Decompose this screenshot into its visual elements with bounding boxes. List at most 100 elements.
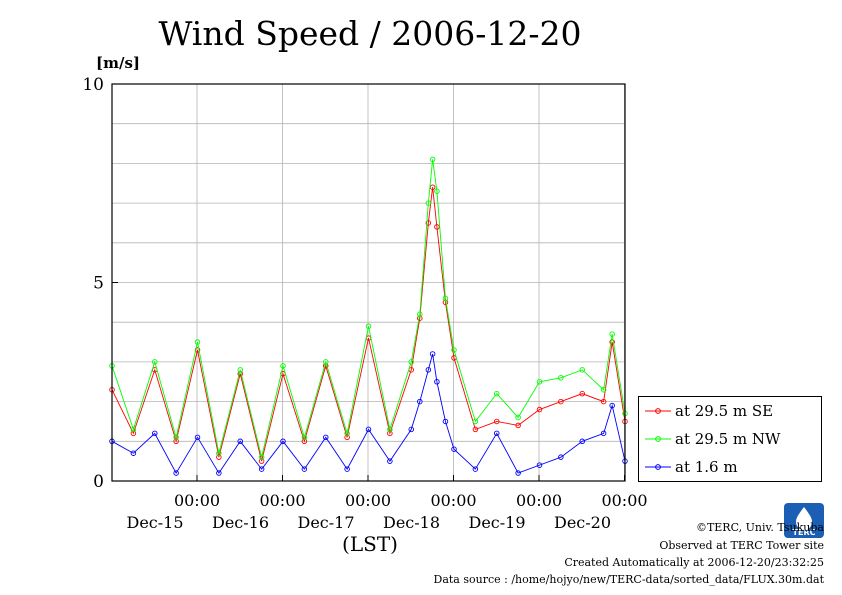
- x-tick-time-label: 00:00: [345, 491, 391, 510]
- data-point: [216, 454, 222, 460]
- data-point: [417, 311, 423, 318]
- data-point: [472, 466, 479, 472]
- data-point: [258, 454, 265, 460]
- data-point: [194, 339, 201, 345]
- data-point: [442, 295, 449, 302]
- data-point: [301, 438, 308, 445]
- x-tick-time-label: 00:00: [516, 491, 562, 510]
- data-point: [344, 466, 350, 472]
- data-point: [609, 339, 615, 345]
- data-point: [323, 434, 329, 441]
- legend-item-nw: at 29.5 m NW: [645, 429, 780, 449]
- x-tick-date-label: Dec-20: [554, 513, 611, 532]
- data-point: [130, 430, 137, 437]
- data-point: [429, 156, 436, 163]
- data-point: [600, 430, 607, 437]
- x-tick-date-label: Dec-15: [126, 513, 183, 532]
- data-point: [130, 426, 137, 433]
- data-point: [173, 470, 179, 476]
- data-point: [536, 379, 543, 385]
- data-point: [216, 450, 222, 456]
- x-tick-date-label: Dec-19: [468, 513, 525, 532]
- y-tick-label: 5: [93, 274, 104, 294]
- data-point: [536, 462, 543, 468]
- data-point: [472, 426, 479, 433]
- data-point: [151, 359, 158, 365]
- series-line: [111, 159, 626, 458]
- data-point: [494, 418, 500, 425]
- x-tick-time-label: 00:00: [601, 491, 647, 510]
- y-tick-label: 10: [82, 75, 104, 95]
- data-point: [451, 347, 457, 353]
- data-point: [301, 434, 308, 441]
- observed-text: Observed at TERC Tower site: [659, 539, 824, 552]
- x-tick-date-label: Dec-18: [383, 513, 440, 532]
- data-point: [408, 426, 415, 433]
- data-point: [237, 367, 243, 373]
- legend-item-se: at 29.5 m SE: [645, 401, 773, 421]
- axes: 0 5 10 00:00 Dec-15 00:00 Dec-16 00:00 Dec-17 00:…: [82, 75, 647, 532]
- legend-label-low: at 1.6 m: [675, 458, 738, 476]
- data-point: [434, 224, 440, 230]
- data-point: [558, 375, 564, 381]
- legend-swatch-nw: [645, 436, 671, 442]
- series-2: [109, 351, 628, 476]
- data-point: [609, 331, 615, 337]
- data-point: [216, 470, 222, 476]
- terc-logo-icon: TERC: [784, 503, 824, 538]
- data-point: [258, 458, 265, 464]
- legend-swatch-low: [645, 464, 671, 470]
- data-point: [173, 434, 179, 441]
- y-tick-label: 0: [93, 472, 104, 492]
- data-point: [609, 402, 615, 409]
- data-point: [173, 438, 179, 445]
- x-tick-date-label: Dec-16: [212, 513, 269, 532]
- data-point: [434, 188, 440, 194]
- data-point: [387, 430, 393, 437]
- data-point: [579, 390, 586, 397]
- legend-item-low: at 1.6 m: [645, 457, 738, 477]
- data-point: [515, 422, 521, 429]
- data-point: [365, 323, 372, 329]
- data-point: [301, 466, 308, 472]
- grid: [112, 84, 625, 481]
- data-point: [558, 398, 564, 405]
- series-line: [111, 353, 626, 474]
- data-point: [417, 398, 423, 405]
- chart-title: Wind Speed / 2006-12-20: [158, 14, 582, 53]
- data-point: [344, 434, 350, 441]
- data-point: [472, 418, 479, 425]
- x-tick-date-label: Dec-17: [297, 513, 354, 532]
- y-axis-unit-label: [m/s]: [96, 54, 140, 72]
- data-point: [442, 418, 449, 425]
- logo-text: TERC: [793, 528, 816, 537]
- data-point: [387, 426, 393, 433]
- created-text: Created Automatically at 2006-12-20/23:3…: [564, 556, 824, 569]
- data-point: [323, 363, 329, 369]
- x-tick-time-label: 00:00: [259, 491, 305, 510]
- data-point: [237, 438, 243, 445]
- data-point: [579, 438, 586, 445]
- data-point: [344, 430, 350, 437]
- legend: at 29.5 m SE at 29.5 m NW at 1.6 m: [638, 396, 822, 482]
- copyright-text: ©TERC, Univ. Tsukuba: [695, 521, 824, 534]
- data-point: [494, 430, 500, 437]
- data-point: [558, 454, 564, 460]
- legend-label-nw: at 29.5 m NW: [675, 430, 781, 448]
- data-point: [130, 450, 137, 456]
- data-point: [600, 386, 607, 393]
- data-point: [258, 466, 265, 472]
- series-line: [111, 187, 626, 462]
- data-point: [408, 359, 415, 365]
- source-text: Data source : /home/hojyo/new/TERC-data/…: [433, 573, 825, 586]
- data-point: [425, 220, 432, 226]
- data-point: [494, 390, 500, 397]
- series-1: [109, 156, 628, 460]
- data-point: [451, 446, 457, 452]
- data-point: [387, 458, 393, 464]
- data-point: [425, 367, 432, 373]
- data-point: [536, 406, 543, 413]
- x-tick-time-label: 00:00: [430, 491, 476, 510]
- x-tick-time-label: 00:00: [174, 491, 220, 510]
